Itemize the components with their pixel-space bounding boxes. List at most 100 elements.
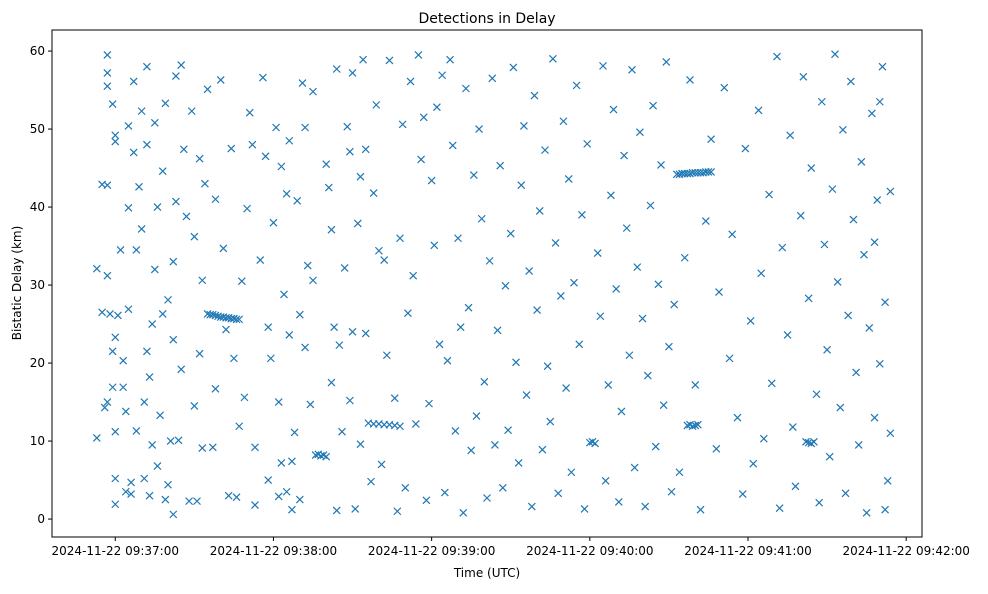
data-point: [548, 54, 557, 63]
data-point: [219, 244, 228, 253]
data-point: [754, 106, 763, 115]
data-point: [251, 443, 259, 452]
data-point: [556, 292, 565, 300]
data-point: [111, 500, 120, 509]
data-point: [309, 276, 317, 285]
data-point: [227, 144, 236, 153]
data-point: [440, 488, 449, 497]
y-tick-label: 30: [30, 278, 45, 292]
data-point: [464, 303, 473, 312]
data-point: [98, 308, 107, 317]
data-point: [348, 327, 357, 336]
data-point: [340, 263, 349, 272]
data-point: [535, 207, 544, 215]
data-point: [725, 354, 734, 363]
data-point: [356, 440, 365, 449]
data-point: [506, 229, 515, 238]
x-tick-label: 2024-11-22 09:38:00: [210, 544, 337, 558]
data-point: [127, 478, 136, 487]
data-point: [145, 491, 154, 500]
data-point: [657, 161, 665, 169]
data-point: [359, 55, 368, 64]
data-point: [171, 72, 180, 80]
data-point: [583, 139, 592, 148]
data-point: [140, 398, 149, 406]
data-point: [831, 50, 839, 59]
data-point: [274, 398, 283, 406]
data-point: [280, 290, 288, 299]
data-point: [741, 144, 750, 153]
data-point: [200, 179, 209, 188]
data-point: [190, 232, 199, 241]
data-point: [870, 413, 879, 422]
data-point: [707, 168, 716, 176]
data-point: [103, 51, 112, 59]
data-point: [393, 507, 402, 516]
data-point: [883, 476, 892, 485]
data-point: [264, 476, 273, 484]
data-point: [691, 421, 700, 430]
data-point: [488, 74, 497, 83]
data-point: [282, 487, 291, 496]
data-point: [103, 181, 112, 190]
data-point: [570, 278, 578, 287]
data-point: [461, 84, 470, 93]
data-point: [103, 68, 112, 77]
data-point: [604, 380, 613, 389]
data-point: [485, 256, 494, 265]
data-point: [628, 65, 636, 74]
data-point: [823, 345, 832, 354]
data-point: [438, 71, 447, 80]
data-point: [195, 154, 204, 163]
data-point: [351, 504, 360, 513]
data-point: [659, 401, 668, 410]
data-point: [103, 82, 112, 91]
data-point: [448, 141, 457, 150]
data-point: [881, 505, 890, 514]
data-point: [377, 460, 386, 469]
data-point: [211, 195, 220, 204]
data-point: [179, 145, 188, 154]
data-point: [562, 384, 571, 392]
y-tick-label: 20: [30, 356, 45, 370]
data-point: [865, 324, 874, 332]
data-point: [137, 224, 146, 233]
data-point: [124, 203, 133, 212]
data-point: [601, 476, 610, 485]
data-point: [251, 501, 259, 509]
data-point: [274, 492, 283, 501]
data-points: [92, 50, 895, 519]
data-point: [166, 437, 175, 445]
data-point: [150, 118, 159, 127]
data-point: [854, 441, 863, 449]
data-point: [258, 73, 267, 82]
data-point: [873, 196, 882, 204]
data-point: [432, 103, 441, 112]
data-point: [775, 504, 784, 513]
data-point: [372, 100, 381, 109]
data-point: [164, 295, 172, 304]
data-point: [802, 437, 810, 446]
data-point: [124, 122, 133, 130]
data-point: [198, 444, 207, 453]
data-point: [691, 380, 700, 389]
data-point: [390, 394, 399, 403]
data-point: [749, 459, 758, 468]
data-point: [129, 148, 138, 157]
data-point: [541, 146, 549, 155]
data-point: [477, 214, 486, 223]
data-point: [208, 443, 217, 452]
data-point: [137, 107, 146, 116]
data-point: [156, 411, 165, 420]
data-point: [335, 341, 344, 350]
data-point: [129, 77, 138, 86]
data-point: [269, 218, 278, 227]
data-point: [622, 224, 631, 233]
data-point: [501, 281, 510, 290]
data-point: [295, 495, 304, 504]
data-point: [111, 474, 120, 483]
y-tick-label: 0: [37, 512, 45, 526]
data-point: [456, 323, 465, 332]
data-point: [116, 246, 125, 254]
data-point: [543, 362, 552, 371]
